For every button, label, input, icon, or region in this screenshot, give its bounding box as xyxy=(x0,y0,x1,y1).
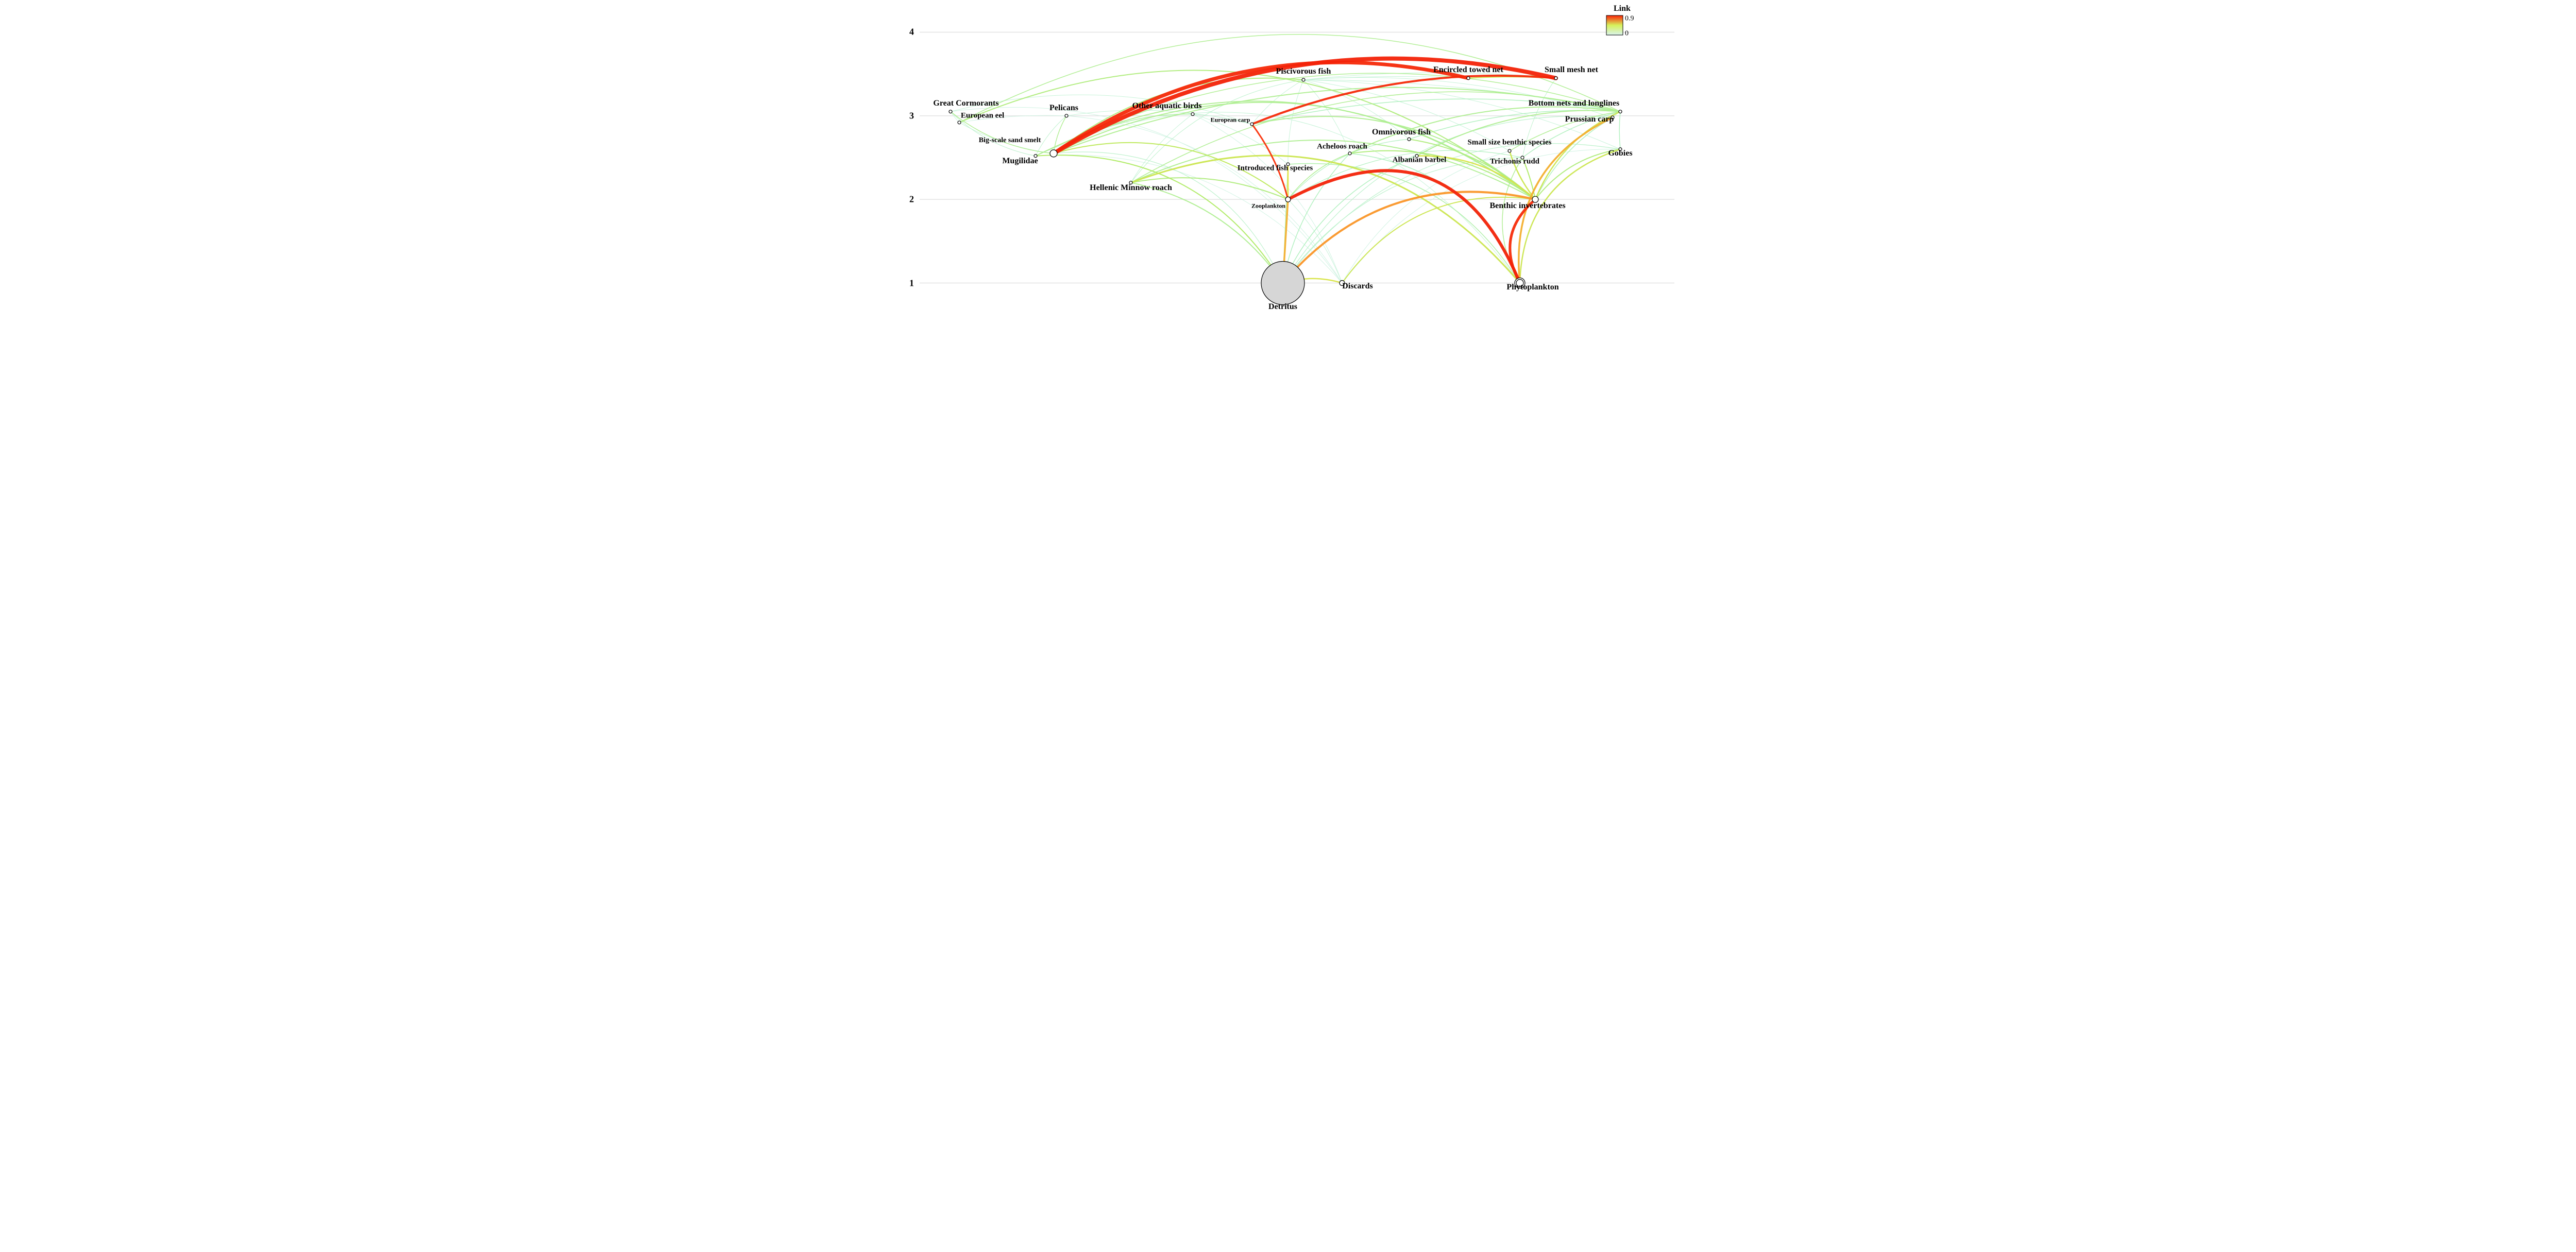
node xyxy=(1129,181,1132,184)
node xyxy=(1191,113,1194,116)
node xyxy=(1619,110,1622,113)
node xyxy=(1340,281,1345,286)
node xyxy=(1302,78,1305,81)
node xyxy=(1521,156,1524,159)
edge xyxy=(1619,112,1620,149)
edge xyxy=(1510,112,1620,151)
edge xyxy=(1131,140,1535,199)
edge xyxy=(1054,152,1283,283)
edge xyxy=(1054,143,1288,199)
edge xyxy=(1036,155,1342,283)
edge xyxy=(1350,153,1520,283)
network-svg: 0.90 xyxy=(902,0,1674,315)
edge xyxy=(1535,117,1613,199)
edge xyxy=(1036,155,1283,283)
node xyxy=(1467,77,1470,80)
edge xyxy=(1520,149,1620,283)
legend-colorbar xyxy=(1606,15,1623,35)
edge xyxy=(951,95,1252,124)
edge xyxy=(1409,110,1620,139)
edge xyxy=(959,70,1535,199)
edge xyxy=(1036,112,1520,283)
node xyxy=(1285,197,1291,202)
node xyxy=(1532,196,1538,202)
node xyxy=(1508,149,1511,152)
y-tick-label: 1 xyxy=(909,278,914,288)
edge xyxy=(1054,114,1193,153)
node xyxy=(1611,116,1614,119)
edge xyxy=(1193,114,1342,283)
node xyxy=(1065,114,1068,117)
node xyxy=(1408,138,1411,141)
edge xyxy=(959,115,1066,123)
food-web-diagram: 0.90 1234Encircled towed netSmall mesh n… xyxy=(902,0,1674,315)
edge xyxy=(1342,197,1535,283)
node xyxy=(1286,163,1290,166)
edge xyxy=(1131,183,1283,283)
node xyxy=(1619,148,1622,151)
edge xyxy=(1131,156,1520,283)
y-tick-label: 3 xyxy=(909,110,914,121)
node xyxy=(1415,155,1418,158)
node xyxy=(1034,155,1037,158)
edge xyxy=(951,112,1054,153)
edge xyxy=(951,107,1342,283)
y-tick-label: 4 xyxy=(909,27,914,38)
y-tick-label: 2 xyxy=(909,194,914,205)
edge xyxy=(1535,112,1620,199)
node xyxy=(958,121,961,124)
legend-tick: 0.9 xyxy=(1625,15,1634,23)
node xyxy=(1554,77,1557,80)
node xyxy=(1050,150,1057,157)
node xyxy=(1261,262,1304,305)
node xyxy=(1250,123,1253,126)
node xyxy=(949,110,952,113)
node xyxy=(1348,152,1351,155)
legend-tick: 0 xyxy=(1625,29,1629,37)
node xyxy=(1516,280,1523,287)
legend-title: Link xyxy=(1614,4,1631,13)
